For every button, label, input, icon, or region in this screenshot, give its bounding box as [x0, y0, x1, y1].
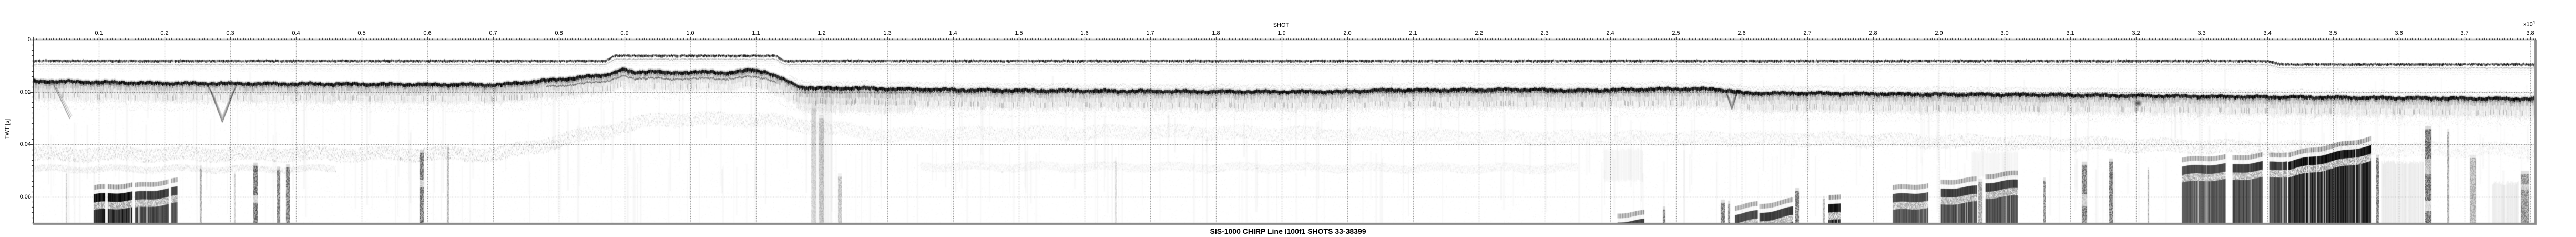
- x-tick-label: 1.7: [1146, 30, 1154, 36]
- x-tick-label: 2.3: [1540, 30, 1549, 36]
- x-tick-label: 1.1: [752, 30, 760, 36]
- exponent-power: 4: [2532, 20, 2536, 25]
- x-tick-label: 2.0: [1343, 30, 1352, 36]
- x-tick-label: 0.7: [489, 30, 497, 36]
- x-tick-label: 1.3: [883, 30, 892, 36]
- x-tick-label: 1.9: [1277, 30, 1286, 36]
- y-tick-label: 0.02: [19, 88, 31, 95]
- x-tick-label: 0.5: [357, 30, 366, 36]
- x-tick-label: 0.9: [620, 30, 629, 36]
- x-tick-label: 1.8: [1212, 30, 1220, 36]
- x-tick-label: 0.6: [423, 30, 432, 36]
- y-tick-label: 0.04: [19, 141, 31, 147]
- x-tick-label: 3.4: [2263, 30, 2272, 36]
- x-tick-label: 3.6: [2395, 30, 2403, 36]
- x-tick-label: 3.7: [2460, 30, 2469, 36]
- x-tick-label: 3.3: [2197, 30, 2206, 36]
- x-tick-label: 1.0: [686, 30, 694, 36]
- y-tick-label: 0.06: [19, 193, 31, 200]
- x-tick-label: 0.3: [226, 30, 234, 36]
- x-tick-label: 3.1: [2066, 30, 2074, 36]
- figure-caption: SIS-1000 CHIRP Line l100f1 SHOTS 33-3839…: [1210, 227, 1366, 235]
- x-tick-label: 2.9: [1935, 30, 1943, 36]
- x-tick-label: 2.4: [1606, 30, 1614, 36]
- x-tick-label: 3.8: [2526, 30, 2534, 36]
- x-tick-label: 2.1: [1409, 30, 1417, 36]
- x-tick-label: 2.2: [1475, 30, 1483, 36]
- x-axis-exponent-label: x104: [2523, 20, 2535, 28]
- y-axis-title: TWT [s]: [4, 118, 11, 140]
- x-tick-label: 0.4: [292, 30, 300, 36]
- x-tick-label: 1.4: [949, 30, 957, 36]
- x-tick-label: 2.8: [1869, 30, 1877, 36]
- x-tick-label: 3.0: [2000, 30, 2009, 36]
- x-tick-label: 2.6: [1737, 30, 1746, 36]
- x-tick-label: 3.2: [2132, 30, 2140, 36]
- x-tick-label: 0.2: [160, 30, 169, 36]
- x-tick-label: 2.7: [1803, 30, 1812, 36]
- x-tick-label: 0.1: [95, 30, 103, 36]
- x-tick-label: 2.5: [1672, 30, 1680, 36]
- x-tick-label: 1.2: [817, 30, 826, 36]
- y-tick-label: 0: [27, 36, 31, 43]
- x-tick-label: 0.8: [555, 30, 563, 36]
- exponent-base: x10: [2523, 21, 2533, 28]
- x-tick-label: 1.6: [1080, 30, 1089, 36]
- x-axis-title: SHOT: [1273, 22, 1290, 28]
- x-tick-label: 3.5: [2329, 30, 2337, 36]
- x-tick-label: 1.5: [1015, 30, 1023, 36]
